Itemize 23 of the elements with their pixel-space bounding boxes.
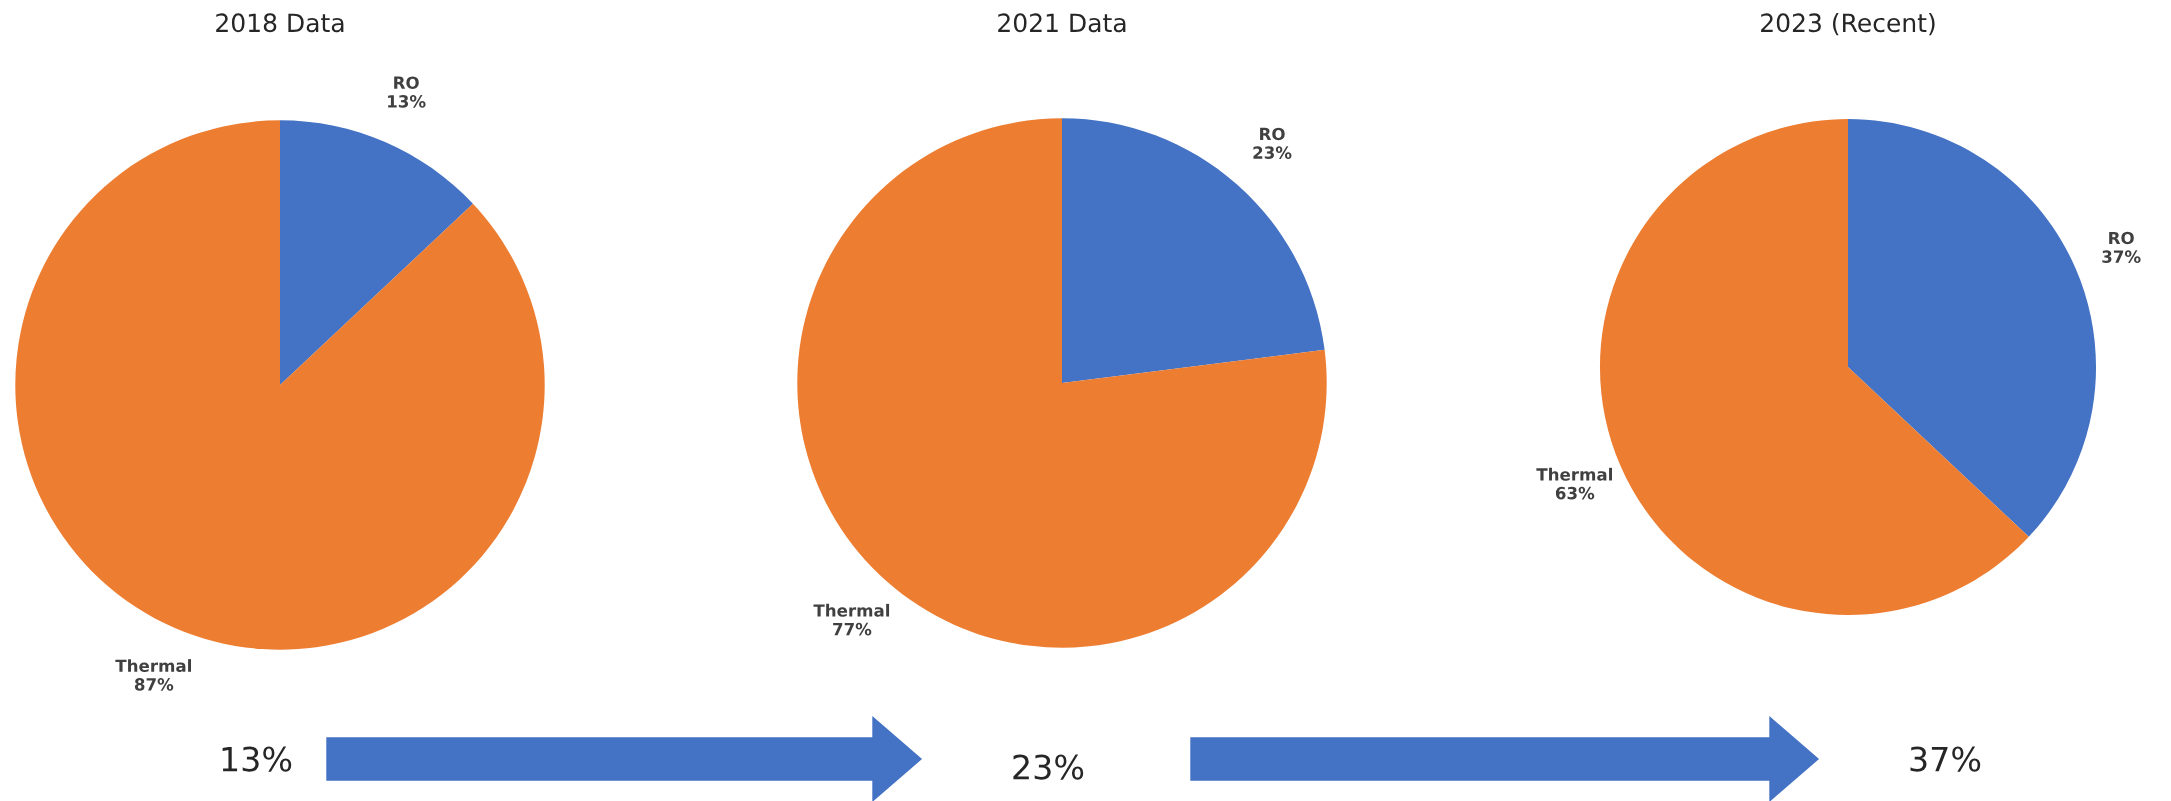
slice-label: RO xyxy=(2109,231,2134,245)
chart-title: 2023 (Recent) xyxy=(1761,12,1935,36)
data-label: 37% xyxy=(2102,250,2141,263)
chart-title: 2021 Data xyxy=(998,13,1126,33)
slice-label: Thermal xyxy=(1536,467,1612,481)
slice-label: RO xyxy=(394,76,419,89)
chart-title: 2018 Data xyxy=(216,13,344,33)
data-label: 87% xyxy=(134,678,174,691)
text: 37% xyxy=(1910,746,1981,772)
slice-label: Thermal xyxy=(813,603,890,617)
data-label: 63% xyxy=(1555,486,1595,500)
text: 13% xyxy=(222,746,292,772)
pie-slice xyxy=(280,120,473,385)
data-label: 13% xyxy=(388,95,426,108)
data-label: 23% xyxy=(1253,146,1292,159)
text: 23% xyxy=(1013,754,1084,780)
data-label: 77% xyxy=(833,622,872,636)
pie-slice xyxy=(15,120,545,650)
slice-label: RO xyxy=(1260,127,1285,141)
pie-slice xyxy=(1062,118,1325,383)
pie-slice xyxy=(797,118,1327,648)
pie-slice xyxy=(1848,118,2096,537)
slice-label: Thermal xyxy=(115,659,191,673)
